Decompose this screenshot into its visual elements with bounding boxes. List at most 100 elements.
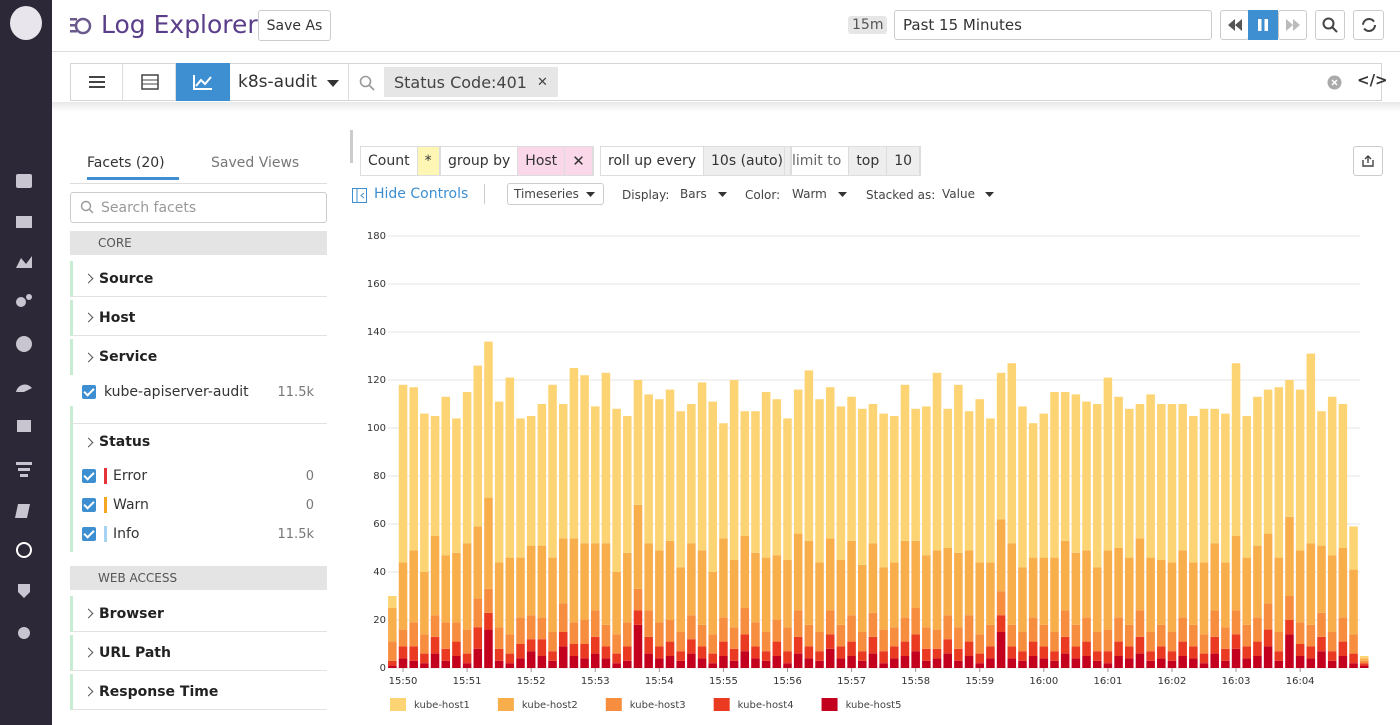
bar-segment <box>1092 651 1102 661</box>
rewind-button[interactable] <box>1220 10 1249 40</box>
save-as-button[interactable]: Save As <box>258 10 331 41</box>
facets-tab[interactable]: Facets (20) <box>87 155 179 180</box>
query-group[interactable]: group by Host ✕ <box>441 146 594 176</box>
viz-select[interactable]: Timeseries <box>507 183 604 205</box>
index-select[interactable]: k8s-audit <box>238 72 318 92</box>
logo[interactable] <box>10 6 42 40</box>
shadow <box>52 102 1400 112</box>
bar-segment <box>900 641 910 656</box>
bar-segment <box>676 651 685 661</box>
bar-segment <box>783 627 792 652</box>
saved-views-tab[interactable]: Saved Views <box>211 155 300 171</box>
bar-segment <box>1263 389 1273 534</box>
display-select[interactable]: Bars <box>680 187 707 201</box>
zoom-button[interactable] <box>1315 10 1345 40</box>
bar-segment <box>612 408 621 572</box>
checkbox[interactable] <box>82 385 96 399</box>
bar-segment <box>516 658 525 668</box>
stacked-select[interactable]: Value <box>942 187 975 201</box>
facet-item[interactable]: Error 0 <box>73 464 327 488</box>
bar-segment <box>494 648 504 661</box>
bar-segment <box>1242 624 1252 647</box>
bar-segment <box>655 622 664 647</box>
bar-segment <box>1028 656 1038 668</box>
section-web-access[interactable]: WEB ACCESS <box>70 566 327 590</box>
bar-segment <box>1221 562 1230 628</box>
bar-segment <box>954 552 963 628</box>
bar-segment <box>1157 646 1166 659</box>
q-remove[interactable]: ✕ <box>565 147 593 175</box>
bar-segment <box>1274 660 1284 668</box>
bar-segment <box>516 644 525 659</box>
facet-header[interactable]: Source <box>70 261 327 297</box>
bar-segment <box>697 646 707 659</box>
facet-item[interactable]: Info 11.5k <box>73 522 327 546</box>
facet-header[interactable]: Response Time <box>70 674 327 710</box>
bar-segment <box>1103 663 1113 668</box>
bar-segment <box>943 548 952 616</box>
bar-segment <box>1359 656 1369 659</box>
export-button[interactable] <box>1353 146 1383 176</box>
bar-segment <box>729 560 739 628</box>
bar-segment <box>1007 624 1017 647</box>
table-view[interactable] <box>123 64 176 100</box>
facet-header[interactable]: Browser <box>70 596 327 632</box>
query-pill[interactable]: Status Code:401 ✕ <box>384 67 558 97</box>
analytics-view[interactable] <box>176 63 230 101</box>
nav-icons[interactable] <box>14 170 40 650</box>
facet-header[interactable]: Host <box>70 300 327 336</box>
pill-remove[interactable]: ✕ <box>536 74 548 90</box>
code-toggle[interactable]: </> <box>1357 71 1388 89</box>
side-nav <box>0 0 52 725</box>
checkbox[interactable] <box>82 469 96 483</box>
bar-segment <box>986 624 995 647</box>
q-label: group by <box>441 147 519 175</box>
bar-segment <box>900 540 910 618</box>
checkbox[interactable] <box>82 498 96 512</box>
bar-segment <box>655 550 664 623</box>
bar-segment <box>505 634 515 654</box>
y-tick-label: 40 <box>373 567 386 578</box>
color-select[interactable]: Warm <box>792 187 827 201</box>
section-core[interactable]: CORE <box>70 231 327 255</box>
query-limit[interactable]: limit to top 10 <box>784 146 922 176</box>
logs-icon <box>70 17 92 35</box>
time-range[interactable]: Past 15 Minutes <box>894 10 1212 40</box>
bar-segment <box>1317 612 1326 637</box>
bar-segment <box>1199 634 1209 654</box>
query-rollup[interactable]: roll up every 10s (auto) <box>600 146 793 176</box>
bar-segment <box>964 550 974 616</box>
bar-segment <box>1317 411 1326 546</box>
clear-button[interactable] <box>1327 75 1342 90</box>
bar-segment <box>1338 641 1348 656</box>
pause-button[interactable] <box>1248 10 1278 40</box>
bar-segment <box>398 646 408 659</box>
bar-segment <box>729 660 739 668</box>
facet-item[interactable]: kube-apiserver-audit 11.5k <box>73 380 327 404</box>
bar-segment <box>1082 617 1091 642</box>
bar-segment <box>1221 627 1230 649</box>
x-tick-label: 15:51 <box>453 676 482 687</box>
bar-segment <box>836 624 846 647</box>
bar-segment <box>1263 603 1273 630</box>
list-view[interactable] <box>71 64 123 100</box>
forward-button[interactable] <box>1278 10 1307 40</box>
refresh-button[interactable] <box>1353 10 1384 40</box>
bar-segment <box>655 399 664 551</box>
hide-controls[interactable]: Hide Controls <box>374 186 469 202</box>
checkbox[interactable] <box>82 527 96 541</box>
bar-segment <box>847 615 856 642</box>
bar-segment <box>975 663 985 668</box>
bar-segment <box>1253 656 1262 668</box>
bar-segment <box>1295 644 1305 656</box>
bar-segment <box>687 543 696 616</box>
facet-header[interactable]: Service <box>70 339 327 375</box>
bar-segment <box>1157 404 1166 560</box>
query-measure[interactable]: Count * <box>360 146 441 176</box>
facet-search[interactable]: Search facets <box>70 192 327 223</box>
bar-segment <box>409 387 418 551</box>
bar-segment <box>1178 641 1187 656</box>
facet-header[interactable]: Status <box>70 424 327 460</box>
facet-header[interactable]: URL Path <box>70 635 327 671</box>
facet-item[interactable]: Warn 0 <box>73 493 327 517</box>
